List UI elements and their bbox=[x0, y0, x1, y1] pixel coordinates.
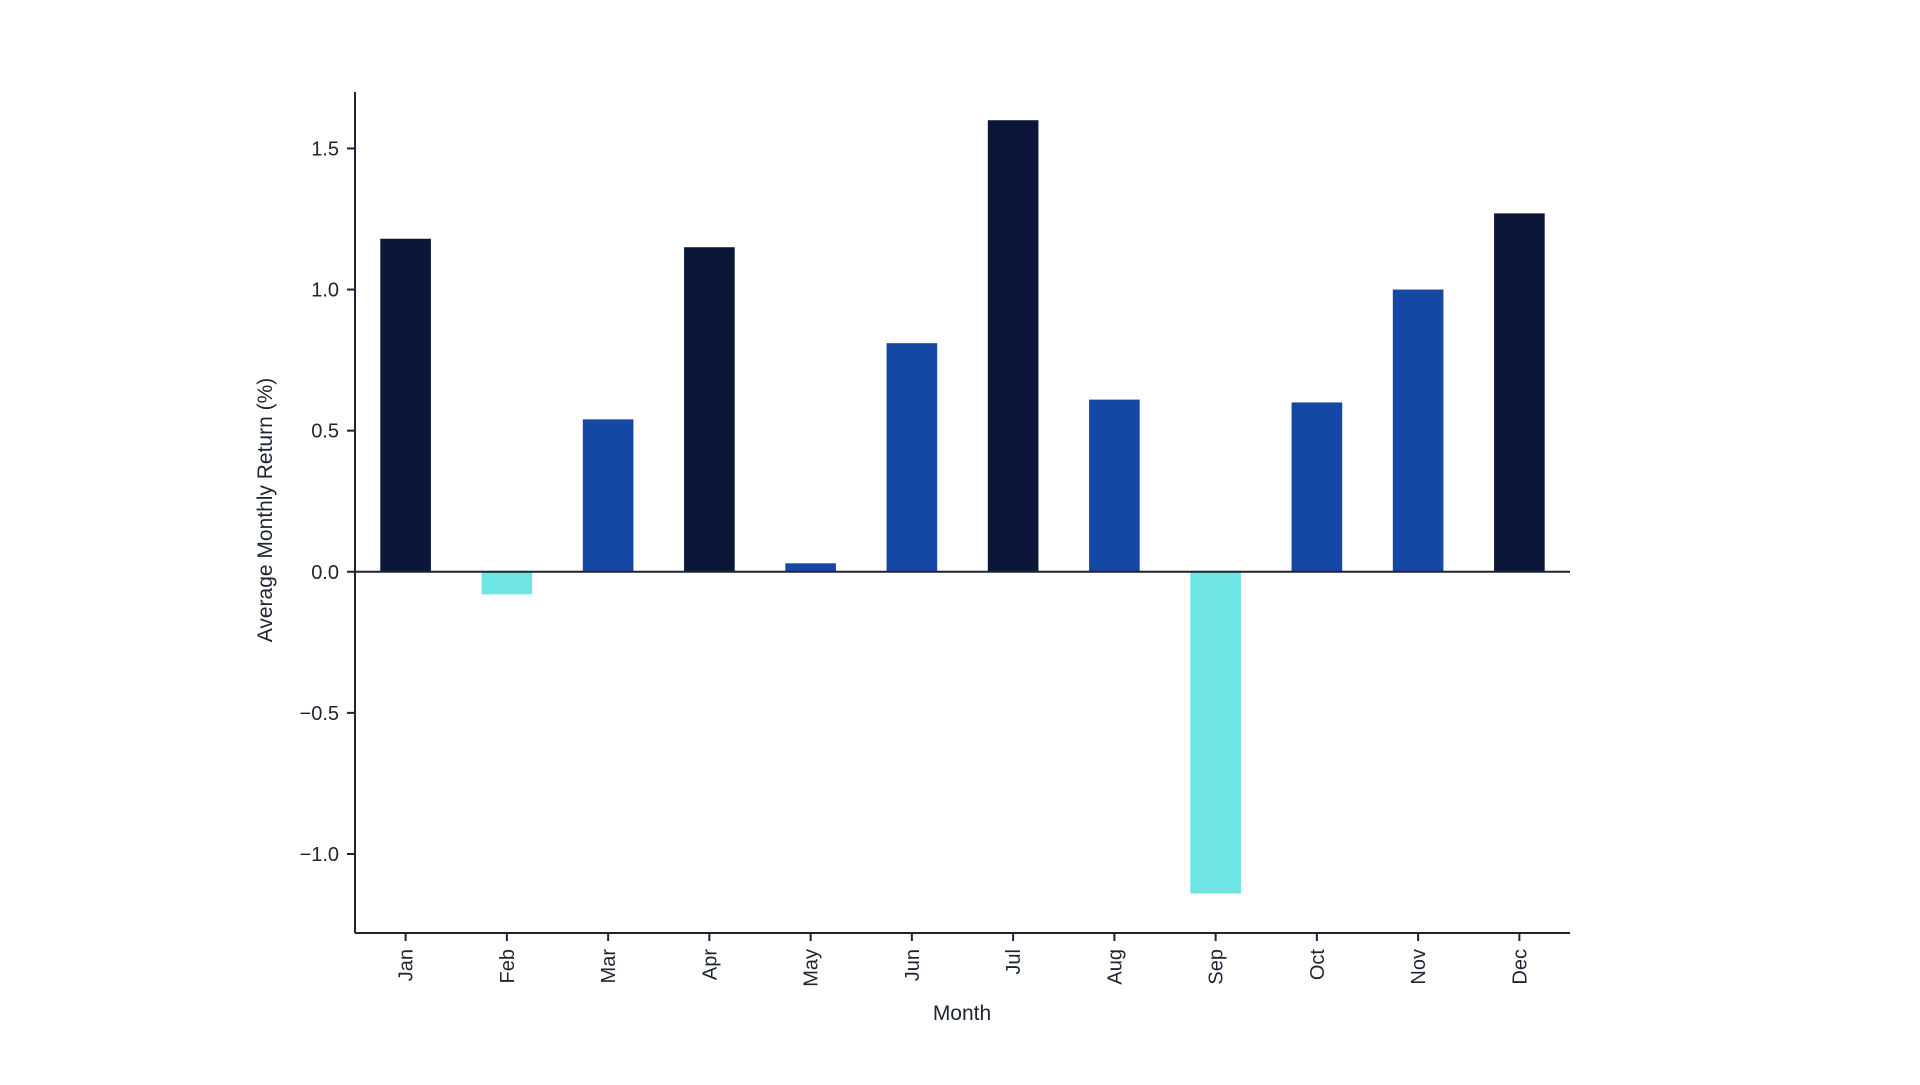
y-tick-label: 1.5 bbox=[311, 138, 339, 160]
y-tick-label: −0.5 bbox=[300, 703, 339, 725]
bar-mar bbox=[582, 419, 634, 572]
x-tick-label: May bbox=[801, 949, 823, 987]
bar-apr bbox=[684, 247, 735, 572]
bar-may bbox=[785, 563, 836, 572]
y-tick-label: 0.0 bbox=[311, 562, 339, 584]
x-tick-label: Dec bbox=[1509, 949, 1531, 985]
bar-feb bbox=[481, 571, 533, 595]
bar-jan bbox=[380, 238, 431, 572]
bar-aug bbox=[1089, 399, 1140, 572]
x-tick-label: Nov bbox=[1408, 949, 1430, 985]
x-tick-label: Sep bbox=[1206, 949, 1228, 985]
x-tick-label: Jun bbox=[902, 949, 924, 981]
bar-dec bbox=[1494, 213, 1545, 572]
y-tick-label: −1.0 bbox=[300, 844, 339, 866]
bar-jun bbox=[886, 343, 938, 572]
y-tick-label: 0.5 bbox=[311, 421, 339, 443]
x-tick-label: Aug bbox=[1104, 949, 1126, 985]
y-ticks-group: −1.0 −0.5 0.0 0.5 1.0 1.5 bbox=[300, 138, 355, 866]
x-tick-label: Jul bbox=[1003, 949, 1025, 975]
bar-jul bbox=[987, 120, 1039, 572]
bar-oct bbox=[1291, 402, 1343, 572]
x-tick-label: Apr bbox=[699, 949, 721, 980]
bar-nov bbox=[1392, 289, 1444, 572]
x-tick-label: Feb bbox=[497, 949, 519, 983]
x-tick-label: Jan bbox=[396, 949, 418, 981]
bars-group bbox=[380, 120, 1545, 894]
x-ticks-group: Jan Feb Mar Apr May Jun Jul Aug Sep Oct Nov Dec bbox=[396, 933, 1531, 987]
bar-sep bbox=[1190, 571, 1241, 894]
y-tick-label: 1.0 bbox=[311, 280, 339, 302]
y-axis-label: Average Monthly Return (%) bbox=[254, 378, 277, 643]
x-tick-label: Oct bbox=[1307, 949, 1329, 981]
x-tick-label: Mar bbox=[598, 949, 620, 984]
x-axis-label: Month bbox=[933, 1002, 991, 1025]
